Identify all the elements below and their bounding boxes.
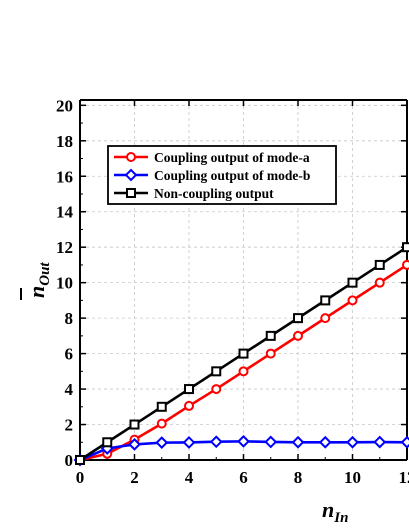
y-tick-label: 20	[56, 96, 73, 115]
data-point	[293, 313, 303, 324]
y-tick-label: 0	[65, 451, 74, 470]
data-point	[184, 400, 194, 411]
data-point	[237, 434, 250, 448]
x-tick-label: 12	[399, 468, 409, 487]
data-point	[211, 384, 222, 395]
data-point	[102, 437, 113, 448]
x-tick-label: 10	[344, 468, 361, 487]
data-point	[126, 188, 136, 198]
series-2	[73, 434, 409, 467]
y-tick-label: 8	[65, 309, 74, 328]
data-point	[291, 435, 305, 449]
data-point	[128, 437, 141, 451]
data-point	[373, 435, 387, 449]
y-tick-label: 18	[56, 132, 73, 151]
data-point	[320, 295, 331, 306]
legend-label: Coupling output of mode-a	[154, 150, 310, 165]
data-point	[182, 436, 196, 449]
axis-ticks: 0 2 4 6 8 10 12 0 2 4 6 8 10 12 14 16 18 20	[56, 96, 409, 487]
series-3	[75, 242, 409, 465]
series-lines	[73, 242, 409, 467]
data-point	[374, 259, 385, 270]
x-tick-label: 8	[294, 468, 303, 487]
data-point	[238, 348, 249, 359]
x-tick-label: 4	[185, 468, 194, 487]
legend-item: Non-coupling output	[114, 186, 274, 201]
data-point	[238, 366, 249, 377]
legend-label: Non-coupling output	[154, 186, 274, 201]
x-tick-label: 6	[239, 468, 248, 487]
x-tick-label: 0	[76, 468, 85, 487]
data-point	[126, 152, 136, 162]
data-point	[124, 168, 138, 182]
legend: Coupling output of mode-a Coupling output…	[107, 145, 337, 205]
data-point	[129, 419, 140, 430]
data-point	[320, 313, 331, 324]
y-tick-label: 12	[56, 238, 73, 257]
data-point	[265, 330, 276, 341]
x-axis-label: nIn	[322, 497, 348, 526]
legend-item: Coupling output of mode-a	[114, 150, 310, 165]
data-point	[184, 384, 194, 395]
data-point	[75, 455, 85, 465]
y-axis-label: nOut	[24, 262, 53, 298]
data-point	[347, 277, 358, 288]
y-tick-label: 16	[56, 167, 73, 186]
legend-item: Coupling output of mode-b	[114, 168, 310, 183]
y-tick-label: 4	[65, 380, 74, 399]
data-point	[211, 366, 222, 377]
data-point	[156, 418, 167, 429]
y-tick-label: 10	[56, 274, 73, 293]
data-point	[402, 259, 409, 270]
series-1	[75, 259, 409, 465]
data-point	[155, 436, 169, 450]
y-tick-label: 6	[65, 345, 74, 364]
data-point	[264, 435, 278, 449]
y-tick-label: 2	[65, 416, 74, 435]
data-point	[400, 435, 409, 449]
y-tick-label: 14	[56, 203, 74, 222]
data-point	[347, 295, 358, 306]
data-point	[209, 435, 223, 449]
data-point	[156, 401, 167, 412]
data-point	[346, 435, 359, 449]
legend-label: Coupling output of mode-b	[154, 168, 310, 183]
data-point	[374, 277, 385, 288]
x-tick-label: 2	[130, 468, 139, 487]
data-point	[402, 242, 409, 253]
axis-labels: nIn nOut	[20, 262, 348, 526]
data-point	[293, 330, 303, 341]
data-point	[265, 348, 276, 359]
data-point	[318, 435, 332, 449]
